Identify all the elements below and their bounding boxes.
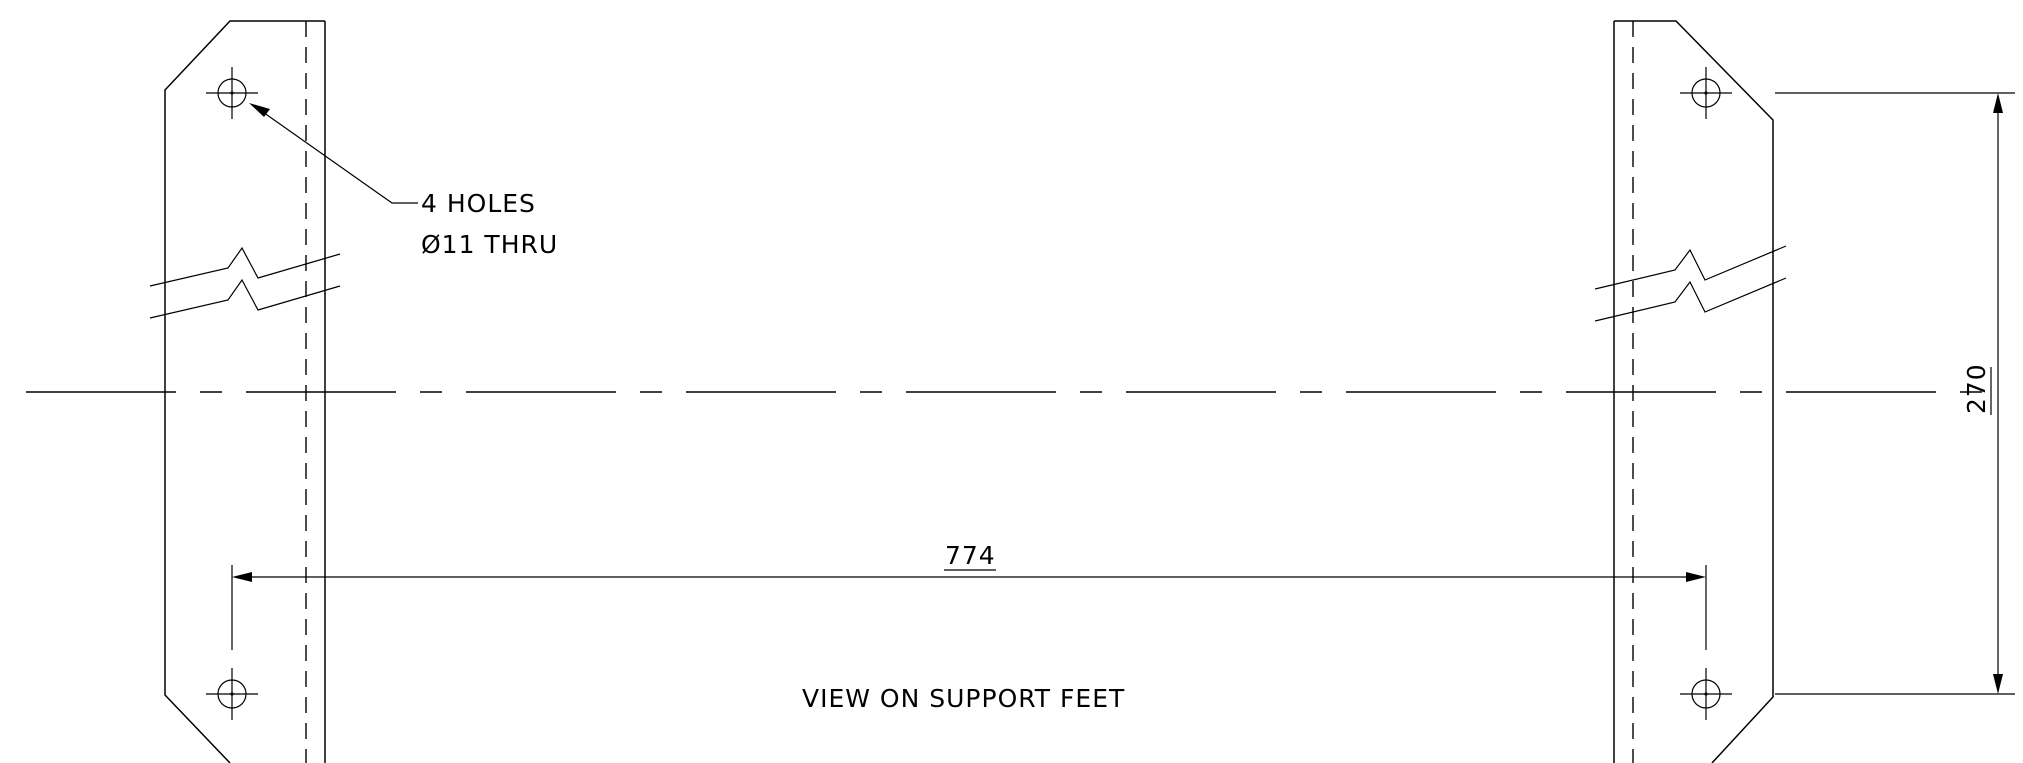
- hole-bottom-right: [1680, 668, 1732, 720]
- right-break-symbol: [1594, 245, 1787, 322]
- hole-top-right: [1680, 67, 1732, 119]
- dimension-774-label: 774: [945, 541, 996, 570]
- hole-note-line1: 4 HOLES: [421, 189, 536, 218]
- hole-top-left: [206, 67, 258, 119]
- dimension-270: [1775, 92, 2015, 695]
- left-break-symbol: [149, 246, 341, 319]
- dimension-270-label: 270: [1962, 363, 1991, 414]
- hole-note-line2: Ø11 THRU: [421, 230, 558, 259]
- dimension-774: [231, 565, 1707, 650]
- view-title: VIEW ON SUPPORT FEET: [802, 684, 1125, 713]
- hole-bottom-left: [206, 668, 258, 720]
- hole-callout-leader: [249, 103, 418, 204]
